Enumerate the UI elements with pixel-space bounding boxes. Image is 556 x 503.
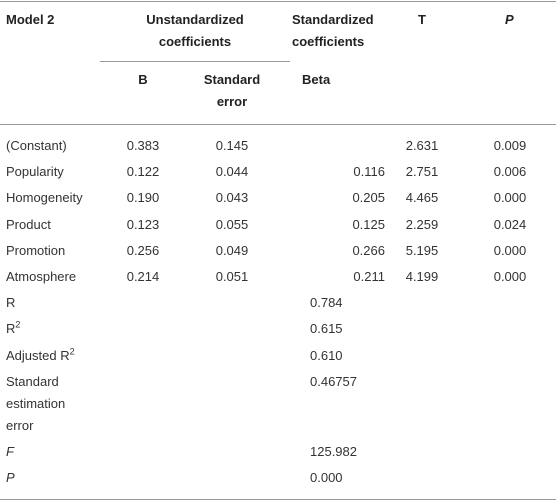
cell-se: 0.145 xyxy=(215,138,249,153)
stat-value: 0.615 xyxy=(310,321,343,337)
header-t: T xyxy=(418,12,426,27)
stat-value: 0.000 xyxy=(310,470,343,485)
stat-label: R xyxy=(6,295,16,311)
cell-t: 5.195 xyxy=(405,242,439,258)
bottom-rule xyxy=(0,499,556,500)
stat-value: 0.784 xyxy=(310,295,343,311)
cell-t: 2.631 xyxy=(405,138,439,153)
top-rule xyxy=(0,1,556,2)
cell-t: 4.465 xyxy=(405,190,439,206)
stat-value: 125.982 xyxy=(310,443,357,459)
stat-label: R2 xyxy=(6,320,21,337)
cell-b: 0.256 xyxy=(126,242,160,258)
row-label: Promotion xyxy=(6,242,66,258)
cell-beta: 0.125 xyxy=(352,216,385,232)
row-label: Popularity xyxy=(6,164,64,180)
group-rule xyxy=(100,61,290,62)
header-rule xyxy=(0,124,556,125)
cell-b: 0.214 xyxy=(126,269,160,284)
cell-b: 0.383 xyxy=(126,138,160,153)
cell-beta: 0.205 xyxy=(352,190,385,206)
cell-p: 0.000 xyxy=(493,269,527,284)
stat-value: 0.610 xyxy=(310,347,343,363)
cell-se: 0.043 xyxy=(215,190,249,206)
row-label: Product xyxy=(6,216,51,232)
cell-se: 0.055 xyxy=(215,216,249,232)
cell-p: 0.000 xyxy=(493,242,527,258)
cell-p: 0.000 xyxy=(493,190,527,206)
stat-label: F xyxy=(6,443,14,459)
cell-t: 2.751 xyxy=(405,164,439,180)
superscript: 2 xyxy=(15,320,21,331)
cell-se: 0.044 xyxy=(215,164,249,180)
row-label: (Constant) xyxy=(6,138,67,153)
superscript: 2 xyxy=(69,346,75,357)
stat-value: 0.46757 xyxy=(310,373,357,389)
header-p: P xyxy=(505,12,514,27)
cell-t: 2.259 xyxy=(405,216,439,232)
cell-se: 0.051 xyxy=(215,269,249,284)
cell-p: 0.009 xyxy=(493,138,527,153)
cell-beta: 0.211 xyxy=(353,269,385,284)
header-standardized: Standardized coefficients xyxy=(292,12,374,49)
header-standard-error: Standard error xyxy=(203,72,261,109)
cell-beta: 0.266 xyxy=(352,242,385,258)
cell-b: 0.122 xyxy=(126,164,160,180)
row-label: Homogeneity xyxy=(6,190,83,206)
cell-p: 0.024 xyxy=(493,216,527,232)
row-label: Atmosphere xyxy=(6,269,77,284)
header-b: B xyxy=(138,72,148,87)
stat-label: P xyxy=(6,470,15,485)
cell-t: 4.199 xyxy=(405,269,439,284)
header-beta: Beta xyxy=(302,72,331,87)
header-model: Model 2 xyxy=(6,12,55,27)
header-unstandardized: Unstandardized coefficients xyxy=(146,12,244,49)
stat-label: Adjusted R2 xyxy=(6,346,75,363)
stat-label: Standard estimation error xyxy=(6,373,66,433)
cell-b: 0.190 xyxy=(126,190,160,206)
cell-beta: 0.116 xyxy=(353,164,385,180)
cell-se: 0.049 xyxy=(215,242,249,258)
cell-p: 0.006 xyxy=(493,164,527,180)
cell-b: 0.123 xyxy=(126,216,160,232)
